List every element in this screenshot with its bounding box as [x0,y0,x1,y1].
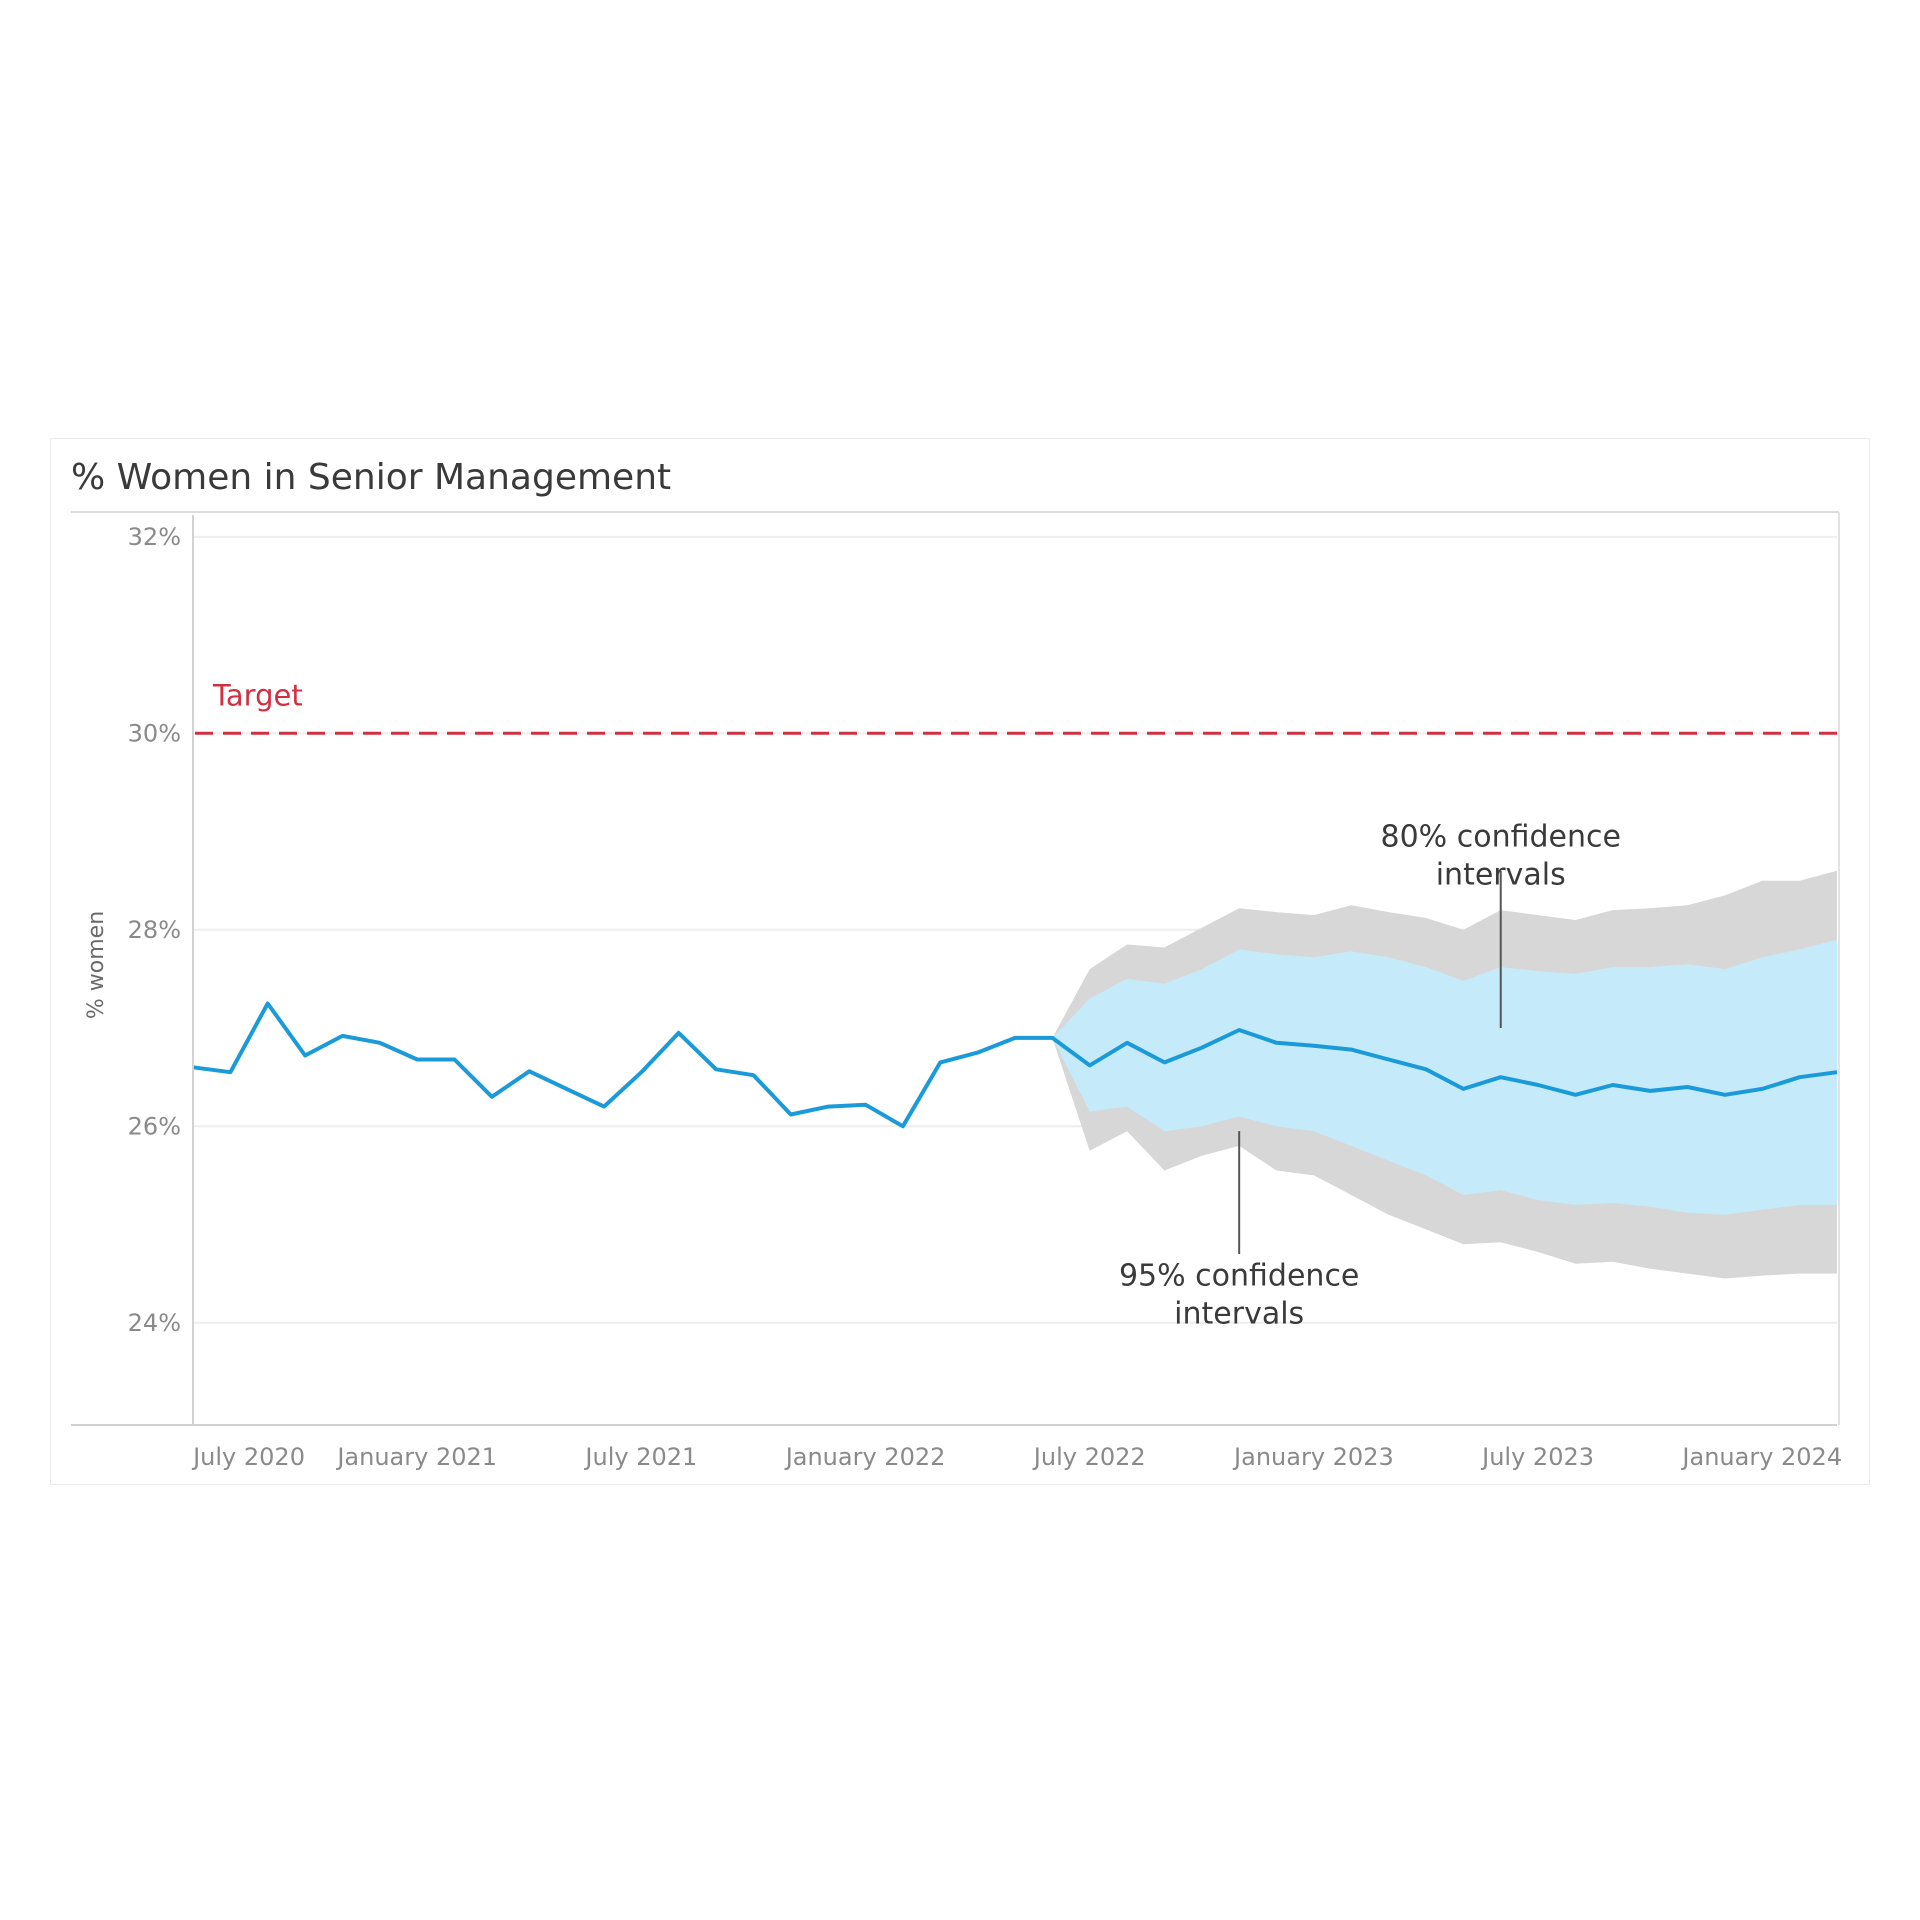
x-tick-label: January 2021 [335,1443,497,1471]
chart-title: % Women in Senior Management [71,457,671,498]
y-tick-label: 30% [128,719,181,747]
chart-card: % Women in Senior Management % women Tar… [50,438,1870,1485]
y-tick-label: 28% [128,916,181,944]
x-ticks: July 2020 January 2021 July 2021 January 20… [191,1443,1842,1471]
x-tick-label: July 2020 [191,1443,305,1471]
target-group: Target [195,678,1837,735]
y-tick-label: 24% [128,1309,181,1337]
annotation-ci80: 80% confidence intervals [1381,819,1621,1029]
series-line [192,1001,1838,1129]
x-tick-label: January 2022 [784,1443,946,1471]
target-label: Target [212,678,303,712]
y-tick-label: 26% [128,1112,181,1140]
line-chart: % Women in Senior Management % women Tar… [71,457,1842,1471]
y-tick-label: 32% [128,523,181,551]
annotation-ci95-line2: intervals [1174,1296,1304,1331]
annotation-ci80-line2: intervals [1436,857,1566,892]
annotation-ci95-line1: 95% confidence [1119,1258,1359,1293]
y-axis-label: % women [84,911,109,1019]
x-tick-label: July 2022 [1032,1443,1146,1471]
annotation-ci95: 95% confidence intervals [1119,1131,1359,1331]
x-tick-label: January 2024 [1680,1443,1842,1471]
series-group [192,1001,1838,1129]
x-tick-label: July 2023 [1480,1443,1594,1471]
axes [71,512,1840,1426]
x-tick-label: July 2021 [583,1443,697,1471]
annotation-ci80-line1: 80% confidence [1381,819,1621,854]
y-ticks: 32% 30% 28% 26% 24% [128,523,181,1337]
x-tick-label: January 2023 [1232,1443,1394,1471]
